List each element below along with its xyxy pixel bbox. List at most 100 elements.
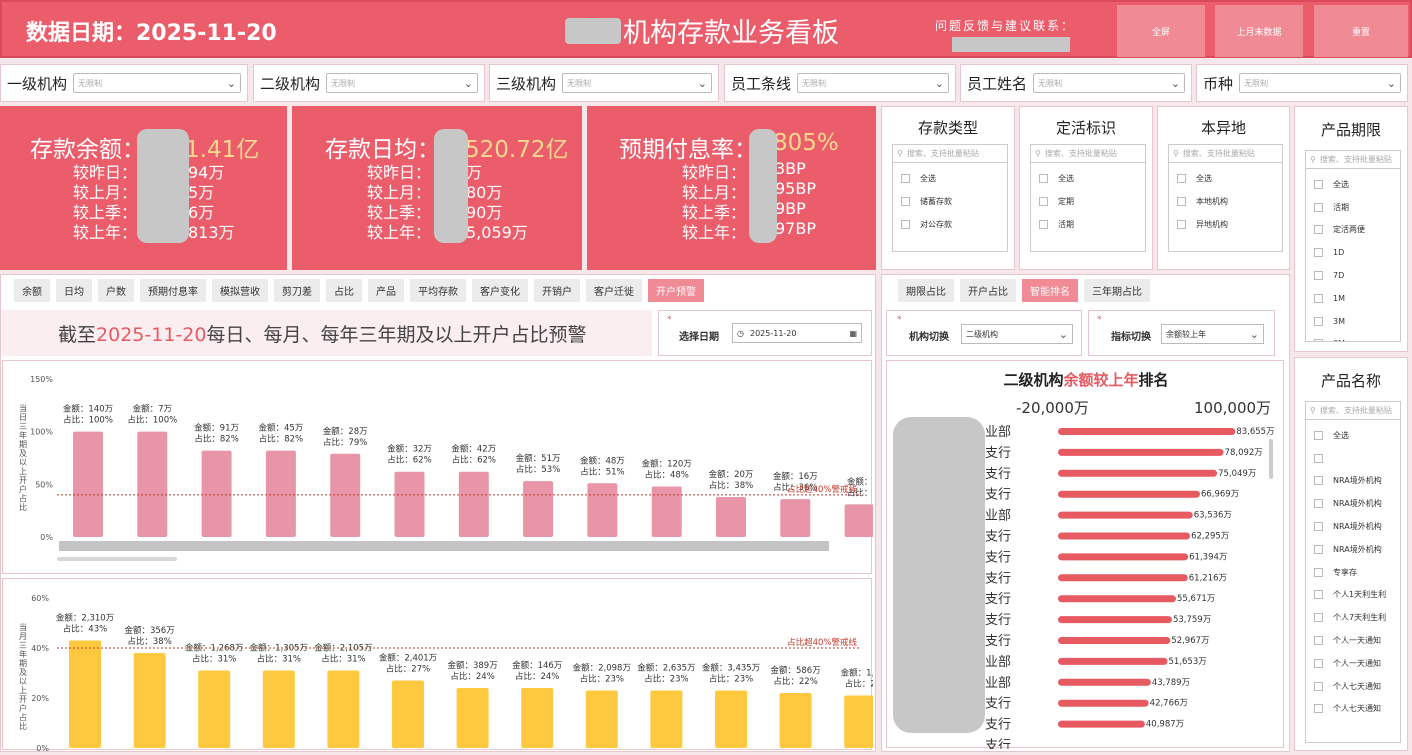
checkbox[interactable]	[1039, 197, 1048, 206]
slicer-option[interactable]: 1M	[1306, 287, 1400, 310]
checkbox[interactable]	[1314, 225, 1323, 235]
axis-min-label: -20,000万	[1016, 399, 1089, 417]
left-tab[interactable]: 余额	[14, 279, 50, 302]
slicer-option[interactable]: NRA境外机构	[1306, 470, 1400, 493]
metric-switch-select[interactable]: 余额较上年 ⌄	[1161, 324, 1264, 344]
checkbox[interactable]	[1314, 293, 1323, 303]
slicer-option[interactable]: 定期	[1031, 190, 1145, 213]
checkbox[interactable]	[1314, 248, 1323, 258]
checkbox[interactable]	[901, 197, 910, 206]
filter-level1-select[interactable]: 无限制 ⌄	[73, 73, 241, 93]
slicer-option[interactable]: NRA境外机构	[1306, 515, 1400, 538]
slicer-search-input[interactable]: ⚲ 搜索、支持批量粘贴	[1031, 145, 1145, 163]
checkbox[interactable]	[1314, 636, 1323, 646]
left-tab[interactable]: 剪刀差	[274, 279, 320, 302]
slicer-option[interactable]: 专享存	[1306, 561, 1400, 584]
slicer-option[interactable]	[1306, 447, 1400, 470]
checkbox[interactable]	[1314, 544, 1323, 554]
slicer-option[interactable]: 对公存款	[893, 213, 1007, 236]
slicer-option[interactable]: 6M	[1306, 333, 1400, 341]
slicer-option[interactable]: 异地机构	[1169, 213, 1282, 236]
slicer-option[interactable]: 全选	[1031, 167, 1145, 190]
checkbox[interactable]	[1314, 179, 1323, 189]
slicer-option[interactable]: 全选	[1306, 173, 1400, 196]
filter-level2-select[interactable]: 无限制 ⌄	[326, 73, 478, 93]
slicer-option[interactable]: 3M	[1306, 310, 1400, 333]
slicer-option[interactable]: 储蓄存款	[893, 190, 1007, 213]
filter-employee-line-select[interactable]: 无限制 ⌄	[797, 73, 949, 93]
left-tab[interactable]: 客户迁徙	[586, 279, 642, 302]
checkbox[interactable]	[1314, 681, 1323, 691]
left-tab[interactable]: 占比	[326, 279, 362, 302]
checkbox[interactable]	[1177, 197, 1186, 206]
slicer-option[interactable]: NRA境外机构	[1306, 492, 1400, 515]
org-switch-select[interactable]: 二级机构 ⌄	[961, 324, 1073, 344]
rank-value-label: 61,216万	[1189, 573, 1227, 583]
checkbox[interactable]	[1039, 174, 1048, 183]
checkbox[interactable]	[1314, 590, 1323, 600]
slicer-option[interactable]: 个人七天通知	[1306, 698, 1400, 721]
left-tab[interactable]: 开户预警	[648, 279, 704, 302]
slicer-search-input[interactable]: ⚲ 搜索、支持批量粘贴	[1306, 151, 1400, 169]
slicer-option[interactable]: 个人7天利生利	[1306, 606, 1400, 629]
checkbox[interactable]	[1314, 658, 1323, 668]
left-tab[interactable]: 平均存款	[410, 279, 466, 302]
checkbox[interactable]	[901, 174, 910, 183]
left-tab[interactable]: 开销户	[534, 279, 580, 302]
checkbox[interactable]	[1314, 476, 1323, 486]
slicer-option[interactable]: 全选	[1306, 424, 1400, 447]
bar-amount-label: 金额：32万	[387, 444, 432, 455]
checkbox[interactable]	[1314, 316, 1323, 326]
slicer-option[interactable]: 个人一天通知	[1306, 652, 1400, 675]
slicer-search-input[interactable]: ⚲ 搜索、支持批量粘贴	[1306, 402, 1400, 420]
checkbox[interactable]	[1314, 567, 1323, 577]
data-date-label: 数据日期：2025-11-20	[26, 21, 277, 46]
date-picker-input[interactable]: ◷ 2025-11-20 ▦	[732, 323, 862, 343]
slicer-search-input[interactable]: ⚲ 搜索、支持批量粘贴	[1169, 145, 1282, 163]
checkbox[interactable]	[1314, 271, 1323, 281]
checkbox[interactable]	[1314, 430, 1323, 440]
checkbox[interactable]	[901, 220, 910, 229]
left-tab[interactable]: 日均	[56, 279, 92, 302]
checkbox[interactable]	[1039, 220, 1048, 229]
slicer-option[interactable]: 全选	[1169, 167, 1282, 190]
right-tab[interactable]: 三年期占比	[1084, 279, 1150, 302]
left-tab[interactable]: 预期付息率	[140, 279, 206, 302]
slicer-option[interactable]: 个人一天通知	[1306, 629, 1400, 652]
checkbox[interactable]	[1177, 220, 1186, 229]
checkbox[interactable]	[1314, 453, 1323, 463]
filter-currency-select[interactable]: 无限制 ⌄	[1239, 73, 1401, 93]
slicer-option[interactable]: 活期	[1031, 213, 1145, 236]
slicer-option[interactable]: NRA境外机构	[1306, 538, 1400, 561]
right-tab[interactable]: 开户占比	[960, 279, 1016, 302]
checkbox[interactable]	[1314, 522, 1323, 532]
slicer-option[interactable]: 个人七天通知	[1306, 675, 1400, 698]
scrollbar[interactable]	[1269, 439, 1273, 479]
slicer-option[interactable]: 本地机构	[1169, 190, 1282, 213]
left-tab[interactable]: 户数	[98, 279, 134, 302]
slicer-option[interactable]: 全选	[893, 167, 1007, 190]
slicer-option[interactable]: 定活两便	[1306, 219, 1400, 242]
right-tab[interactable]: 智能排名	[1022, 279, 1078, 302]
filter-level3-select[interactable]: 无限制 ⌄	[562, 73, 712, 93]
checkbox[interactable]	[1177, 174, 1186, 183]
checkbox[interactable]	[1314, 202, 1323, 212]
right-tab[interactable]: 期限占比	[898, 279, 954, 302]
calendar-icon[interactable]: ▦	[849, 328, 857, 338]
filter-employee-name-select[interactable]: 无限制 ⌄	[1033, 73, 1185, 93]
checkbox[interactable]	[1314, 704, 1323, 714]
slicer-option[interactable]: 活期	[1306, 196, 1400, 219]
checkbox[interactable]	[1314, 339, 1323, 341]
slicer-option[interactable]: 7D	[1306, 264, 1400, 287]
last-month-data-button[interactable]: 上月末数据	[1215, 5, 1303, 57]
left-tab[interactable]: 产品	[368, 279, 404, 302]
slicer-search-input[interactable]: ⚲ 搜索、支持批量粘贴	[893, 145, 1007, 163]
checkbox[interactable]	[1314, 613, 1323, 623]
left-tab[interactable]: 模拟营收	[212, 279, 268, 302]
checkbox[interactable]	[1314, 499, 1323, 509]
slicer-option[interactable]: 个人1天利生利	[1306, 584, 1400, 607]
fullscreen-button[interactable]: 全屏	[1117, 5, 1205, 57]
reset-button[interactable]: 重置	[1314, 5, 1408, 57]
slicer-option[interactable]: 1D	[1306, 241, 1400, 264]
left-tab[interactable]: 客户变化	[472, 279, 528, 302]
